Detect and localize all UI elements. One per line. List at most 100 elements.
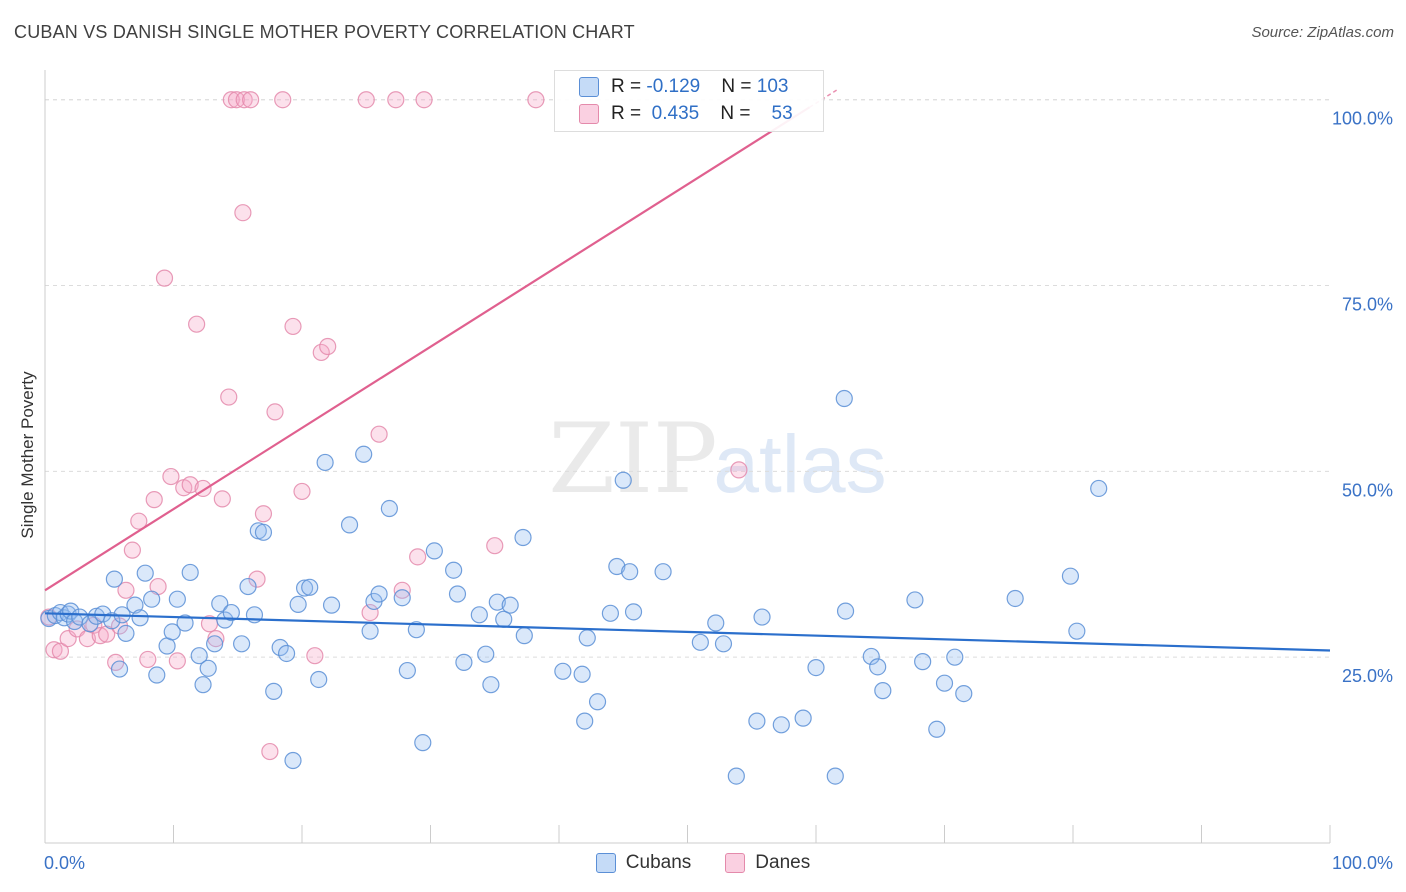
dane-point-35 <box>261 742 279 761</box>
watermark-atlas: atlas <box>713 419 886 510</box>
cuban-point-42 <box>289 595 307 614</box>
dane-point-49 <box>415 91 433 109</box>
cuban-point-45 <box>310 670 328 689</box>
x-tick-label-100: 100.0% <box>1332 853 1393 873</box>
cubans-trend-line <box>44 612 1331 652</box>
dane-point-44 <box>361 603 379 622</box>
cuban-point-67 <box>501 596 519 614</box>
dane-point-7 <box>91 627 109 645</box>
dane-point-18 <box>162 467 180 486</box>
cuban-point-58 <box>425 542 443 560</box>
dane-point-40 <box>306 647 324 665</box>
cuban-point-98 <box>928 720 946 738</box>
cuban-point-13 <box>105 570 123 588</box>
cuban-point-55 <box>398 661 416 680</box>
cuban-point-80 <box>654 563 672 581</box>
cuban-point-92 <box>836 602 855 620</box>
cuban-point-48 <box>340 516 359 534</box>
dane-point-21 <box>181 476 199 494</box>
cuban-point-27 <box>194 676 212 694</box>
dane-point-1 <box>45 641 63 659</box>
cuban-point-34 <box>239 577 257 596</box>
danes-swatch <box>579 104 599 124</box>
cuban-point-38 <box>265 682 283 700</box>
watermark-zip: ZIP <box>548 403 717 515</box>
cuban-point-65 <box>488 593 506 611</box>
cuban-point-56 <box>407 621 425 639</box>
cuban-point-100 <box>946 648 964 666</box>
cuban-point-63 <box>477 645 495 663</box>
cuban-point-54 <box>393 589 411 607</box>
dane-point-31 <box>234 204 252 222</box>
dane-point-38 <box>284 317 302 336</box>
cuban-point-85 <box>748 712 766 730</box>
y-tick-label-100: 100.0% <box>1332 109 1393 129</box>
cuban-point-30 <box>211 595 229 613</box>
dane-point-32 <box>242 91 260 109</box>
cuban-point-86 <box>753 608 771 626</box>
legend-cubans-label: Cubans <box>625 852 692 873</box>
cuban-point-81 <box>691 633 709 651</box>
dane-point-45 <box>370 425 388 443</box>
dane-point-22 <box>188 315 206 333</box>
cuban-point-87 <box>772 716 790 734</box>
cuban-point-104 <box>1068 622 1086 640</box>
dane-point-11 <box>117 581 135 599</box>
cuban-point-103 <box>1061 567 1080 585</box>
cuban-point-60 <box>448 585 467 603</box>
dane-point-30 <box>235 91 253 109</box>
dane-point-19 <box>168 652 186 670</box>
cuban-point-69 <box>515 627 533 645</box>
cuban-point-102 <box>1006 589 1024 608</box>
y-tick-label-25: 25.0% <box>1342 666 1393 686</box>
cuban-point-53 <box>380 499 398 518</box>
cuban-point-76 <box>608 557 626 576</box>
cuban-point-84 <box>727 767 745 785</box>
cuban-point-101 <box>955 685 973 703</box>
cuban-point-29 <box>206 635 224 653</box>
cubans-stats: R = -0.129 N = 103 <box>611 76 789 97</box>
cuban-point-15 <box>117 624 135 642</box>
dane-point-42 <box>319 337 337 356</box>
cuban-point-11 <box>103 612 121 630</box>
cuban-point-91 <box>835 389 853 408</box>
dane-point-41 <box>312 343 330 362</box>
cuban-point-75 <box>601 604 620 622</box>
dane-point-34 <box>254 505 273 523</box>
cuban-point-7 <box>71 608 89 626</box>
dane-point-15 <box>145 491 163 509</box>
cuban-point-16 <box>126 596 144 614</box>
source-label: Source: ZipAtlas.com <box>1251 24 1394 41</box>
dane-point-43 <box>357 91 375 109</box>
cuban-point-68 <box>514 528 532 547</box>
cuban-point-94 <box>869 658 887 676</box>
legend-item-danes[interactable]: Danes <box>725 852 810 874</box>
cuban-point-47 <box>322 596 341 614</box>
cuban-point-14 <box>110 660 129 678</box>
cuban-point-83 <box>714 635 733 653</box>
dane-point-50 <box>486 537 504 555</box>
cuban-point-23 <box>168 590 186 608</box>
legend-item-cubans[interactable]: Cubans <box>595 852 692 874</box>
cuban-point-22 <box>163 623 181 641</box>
dane-point-14 <box>139 650 157 669</box>
cuban-point-32 <box>222 603 240 622</box>
cuban-point-20 <box>148 666 166 684</box>
danes-trend-line-extension <box>809 87 840 108</box>
cuban-point-74 <box>576 712 594 730</box>
dane-point-13 <box>130 512 148 530</box>
cuban-point-89 <box>807 658 825 677</box>
cuban-point-17 <box>131 609 149 627</box>
cuban-point-50 <box>361 622 379 640</box>
cuban-point-99 <box>935 674 954 692</box>
cuban-point-37 <box>254 523 273 541</box>
cuban-point-96 <box>906 591 924 609</box>
dane-point-37 <box>274 91 292 109</box>
cuban-point-25 <box>181 563 199 582</box>
dane-point-46 <box>387 91 405 109</box>
dane-point-12 <box>123 541 141 559</box>
cuban-point-70 <box>554 662 572 680</box>
dane-point-28 <box>222 91 240 109</box>
dane-point-26 <box>213 490 231 508</box>
